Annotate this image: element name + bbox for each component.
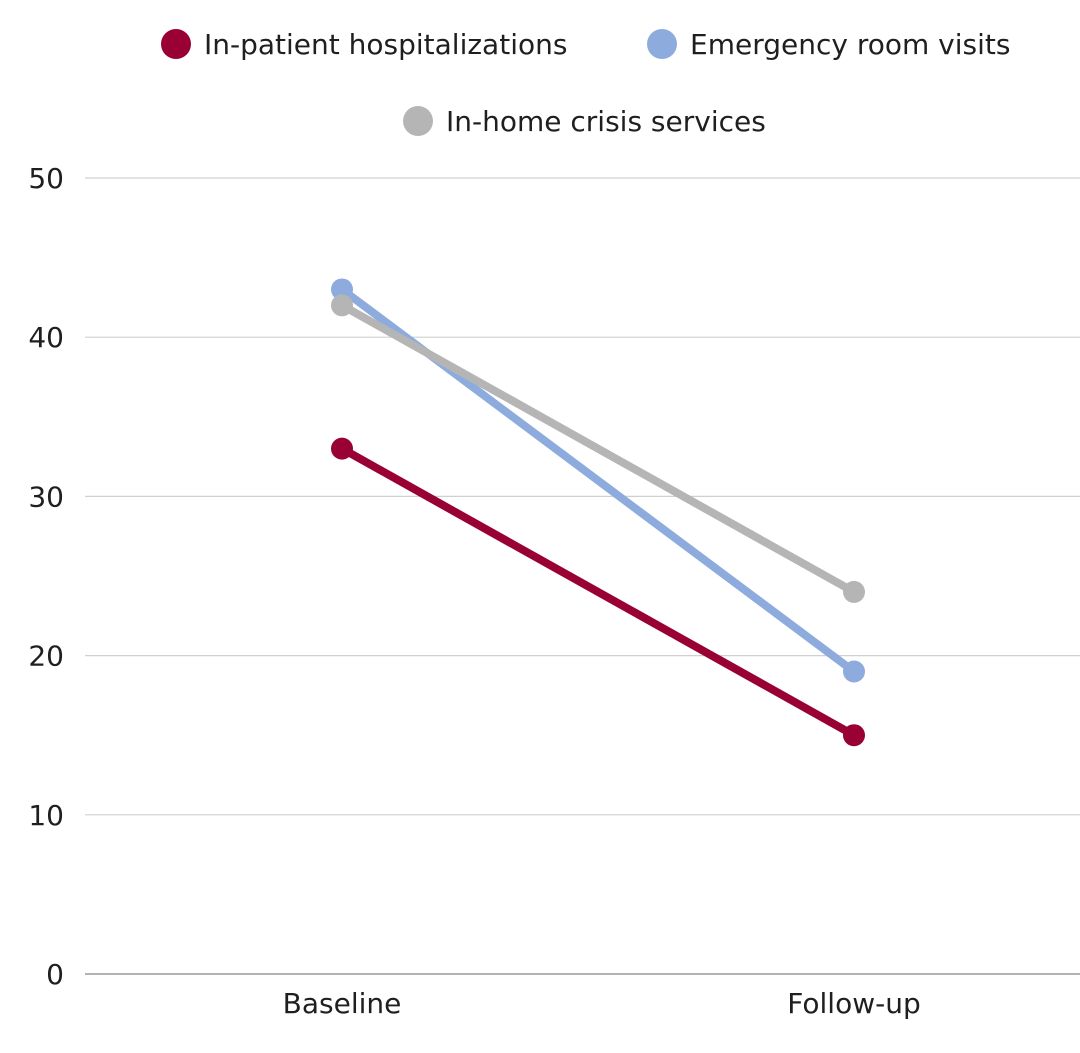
y-tick-label: 50: [28, 162, 64, 195]
y-axis-tick-labels: 0 10 20 30 40 50: [28, 162, 64, 991]
legend-item-2: In-home crisis services: [403, 105, 766, 138]
x-tick-label: Follow-up: [787, 987, 920, 1020]
y-tick-label: 0: [46, 958, 64, 991]
y-tick-label: 30: [28, 480, 64, 513]
series-line: [338, 444, 858, 740]
legend-label: In-home crisis services: [446, 105, 766, 138]
legend: In-patient hospitalizations Emergency roo…: [161, 28, 1010, 138]
data-point: [331, 437, 353, 460]
legend-swatch: [647, 29, 677, 59]
x-axis-tick-labels: Baseline Follow-up: [283, 987, 921, 1020]
series-0: [331, 437, 865, 747]
data-point: [843, 580, 865, 603]
y-tick-label: 10: [28, 799, 64, 832]
data-point: [331, 278, 353, 301]
y-tick-label: 40: [28, 321, 64, 354]
data-point: [843, 660, 865, 683]
data-point: [843, 724, 865, 747]
legend-swatch: [403, 106, 433, 136]
data-point: [331, 294, 353, 317]
legend-item-0: In-patient hospitalizations: [161, 28, 567, 61]
legend-swatch: [161, 29, 191, 59]
y-tick-label: 20: [28, 640, 64, 673]
series-2: [331, 294, 865, 603]
legend-label: Emergency room visits: [690, 28, 1010, 61]
x-tick-label: Baseline: [283, 987, 402, 1020]
series-line: [338, 301, 858, 596]
legend-item-1: Emergency room visits: [647, 28, 1010, 61]
gridlines: [85, 177, 1080, 975]
series: [331, 278, 865, 747]
legend-label: In-patient hospitalizations: [204, 28, 567, 61]
series-1: [331, 278, 865, 683]
